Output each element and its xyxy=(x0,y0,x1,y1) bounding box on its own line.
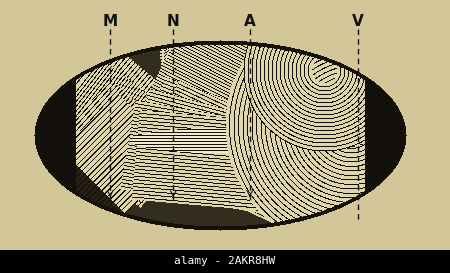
Text: V: V xyxy=(352,14,364,29)
Text: alamy - 2AKR8HW: alamy - 2AKR8HW xyxy=(175,257,275,266)
Text: M: M xyxy=(103,14,118,29)
Text: N: N xyxy=(167,14,180,29)
Text: A: A xyxy=(244,14,256,29)
